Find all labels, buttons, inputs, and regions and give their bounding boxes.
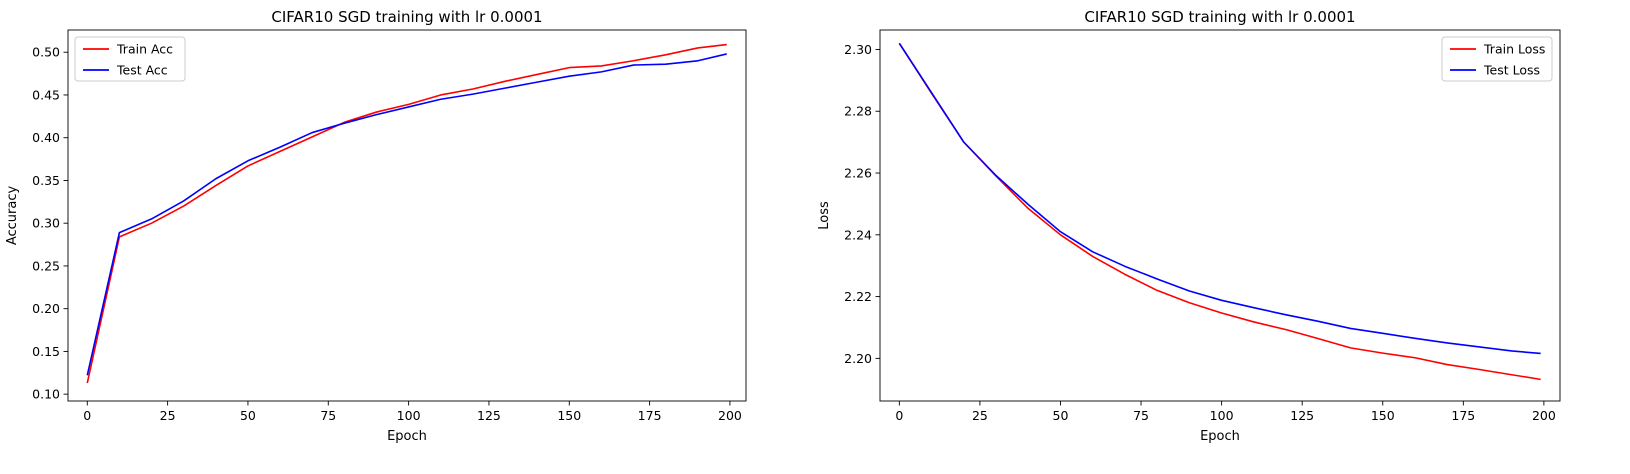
series-line-2	[898, 42, 1541, 355]
y-tick-label: 0.45	[32, 87, 60, 102]
x-tick-label: 75	[1133, 408, 1149, 423]
chart-title: CIFAR10 SGD training with lr 0.0001	[1084, 8, 1355, 26]
y-tick-label: 0.10	[32, 387, 60, 402]
y-axis-label: Accuracy	[5, 186, 20, 246]
x-tick-label: 100	[1210, 408, 1234, 423]
series-line-2	[86, 53, 727, 376]
x-tick-label: 0	[83, 408, 91, 423]
x-tick-label: 50	[240, 408, 256, 423]
y-tick-label: 0.25	[32, 258, 60, 273]
legend-label-1: Train Acc	[116, 42, 173, 57]
y-tick-label: 2.28	[844, 104, 872, 119]
x-tick-label: 0	[895, 408, 903, 423]
x-axis-label: Epoch	[387, 429, 427, 444]
y-tick-label: 2.22	[844, 289, 872, 304]
x-tick-label: 175	[1451, 408, 1475, 423]
legend: Train Loss Test Loss	[1441, 36, 1553, 82]
x-tick-label: 200	[718, 408, 742, 423]
x-tick-label: 25	[160, 408, 176, 423]
y-tick-label: 2.30	[844, 42, 872, 57]
x-tick-label: 50	[1053, 408, 1069, 423]
x-axis-label: Epoch	[1200, 429, 1240, 444]
plot-frame	[67, 29, 747, 402]
legend-label-2: Test Acc	[116, 63, 168, 78]
chart-1: CIFAR10 SGD training with lr 0.0001 0 25 50…	[5, 8, 747, 444]
legend-label-1: Train Loss	[1483, 42, 1545, 57]
y-tick-label: 0.15	[32, 344, 60, 359]
y-tick-label: 2.24	[844, 227, 872, 242]
legend: Train Acc Test Acc	[74, 36, 186, 82]
x-tick-label: 150	[557, 408, 581, 423]
y-tick-label: 0.30	[32, 216, 60, 231]
y-tick-label: 2.20	[844, 351, 872, 366]
x-tick-label: 175	[638, 408, 662, 423]
x-tick-label: 100	[397, 408, 421, 423]
x-tick-label: 75	[320, 408, 336, 423]
chart-2: CIFAR10 SGD training with lr 0.0001 0 25 50…	[817, 8, 1561, 444]
x-tick-label: 200	[1532, 408, 1556, 423]
series-line-1	[898, 42, 1541, 381]
x-tick-label: 25	[972, 408, 988, 423]
x-tick-label: 150	[1371, 408, 1395, 423]
y-tick-label: 0.40	[32, 130, 60, 145]
x-tick-label: 125	[1290, 408, 1314, 423]
chart-title: CIFAR10 SGD training with lr 0.0001	[271, 8, 542, 26]
y-tick-label: 2.26	[844, 166, 872, 181]
y-tick-label: 0.50	[32, 45, 60, 60]
y-tick-label: 0.20	[32, 301, 60, 316]
x-tick-label: 125	[477, 408, 501, 423]
plot-frame	[879, 29, 1561, 402]
legend-label-2: Test Loss	[1483, 63, 1540, 78]
y-axis-label: Loss	[817, 201, 832, 230]
y-tick-label: 0.35	[32, 173, 60, 188]
series-line-1	[86, 43, 727, 384]
